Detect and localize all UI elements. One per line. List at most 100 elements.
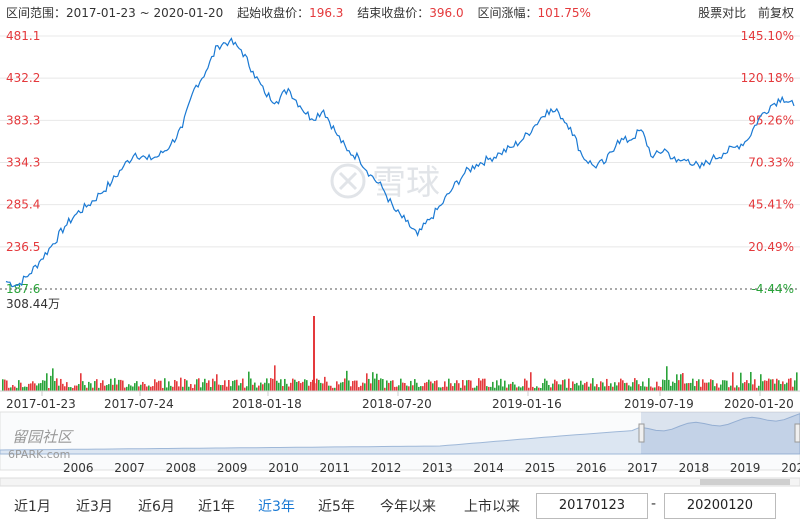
volume-bar: [272, 378, 274, 391]
volume-bar: [678, 380, 680, 391]
volume-bar: [174, 379, 176, 391]
volume-bar: [562, 380, 564, 391]
volume-bar: [280, 379, 282, 391]
volume-bar: [76, 385, 78, 391]
volume-bar: [492, 381, 494, 391]
volume-bar: [238, 385, 240, 391]
volume-bar: [382, 379, 384, 391]
volume-bar: [404, 382, 406, 391]
period-5y[interactable]: 近5年: [318, 499, 355, 515]
volume-bar: [464, 385, 466, 391]
period-3y[interactable]: 近3年: [258, 499, 295, 515]
volume-bar: [638, 384, 640, 391]
percent-tick-label: 45.41%: [748, 198, 794, 212]
volume-bar: [140, 384, 142, 391]
end-date-input[interactable]: 20200120: [664, 493, 776, 519]
navigator[interactable]: 2006 2007 2008 2009 2010 2011 2012 2013 2014 2015…: [0, 411, 800, 487]
date-tick-label: 2018-07-20: [362, 397, 432, 411]
volume-bar-spike: [313, 316, 315, 391]
volume-bar: [28, 383, 30, 391]
navigator-year-label: 2018: [679, 461, 710, 475]
volume-bar: [376, 373, 378, 391]
volume-bar: [108, 384, 110, 391]
period-ytd[interactable]: 今年以来: [380, 499, 436, 515]
adjust-button[interactable]: 前复权: [757, 6, 794, 20]
volume-bar: [78, 384, 80, 391]
volume-bar: [38, 383, 40, 391]
volume-bar: [510, 383, 512, 391]
volume-bar: [536, 386, 538, 391]
date-tick-label: 2019-01-16: [492, 397, 562, 411]
start-price-value: 196.3: [309, 6, 344, 20]
volume-bar: [644, 386, 646, 391]
volume-bar: [210, 387, 212, 391]
navigator-right-handle[interactable]: [794, 423, 800, 443]
volume-bar: [90, 383, 92, 391]
volume-bar: [422, 386, 424, 391]
volume-bar: [200, 387, 202, 391]
navigator-selection[interactable]: [641, 412, 800, 454]
volume-bar: [754, 379, 756, 391]
volume-bar: [16, 387, 18, 391]
volume-bar: [650, 386, 652, 391]
period-1m[interactable]: 近1月: [14, 499, 51, 515]
navigator-scrollbar-thumb[interactable]: [700, 479, 790, 485]
volume-bar: [42, 380, 44, 391]
period-1y[interactable]: 近1年: [198, 499, 235, 515]
volume-bar: [420, 386, 422, 391]
volume-bar: [88, 381, 90, 391]
volume-bar: [610, 383, 612, 391]
volume-bar: [632, 382, 634, 391]
end-price-label: 结束收盘价：: [357, 6, 430, 20]
volume-bar: [402, 382, 404, 391]
navigator-year-label: 2009: [217, 461, 248, 475]
volume-bar: [642, 381, 644, 391]
volume-bar: [82, 381, 84, 391]
range-info: 区间范围：2017-01-23 ~ 2020-01-20 起始收盘价：196.3…: [6, 0, 591, 26]
volume-bar: [120, 379, 122, 391]
volume-bar: [366, 373, 368, 391]
volume-bar: [80, 373, 82, 391]
period-6m[interactable]: 近6月: [138, 499, 175, 515]
percent-axis: 145.10%120.18%95.26%70.33%45.41%20.49%-4…: [741, 29, 794, 296]
volume-bar: [672, 381, 674, 391]
volume-bar: [724, 380, 726, 391]
volume-bar: [14, 386, 16, 391]
volume-bar: [236, 379, 238, 391]
volume-bar: [54, 380, 56, 391]
volume-bar: [352, 381, 354, 391]
volume-bar: [118, 379, 120, 391]
volume-bar: [340, 382, 342, 391]
volume-bar: [758, 385, 760, 391]
volume-bar: [456, 380, 458, 391]
volume-bar: [276, 380, 278, 391]
volume-bar: [760, 374, 762, 391]
volume-bar: [216, 374, 218, 391]
volume-bar: [504, 380, 506, 391]
volume-bar: [756, 387, 758, 391]
volume-bar: [676, 374, 678, 391]
volume-bar: [494, 387, 496, 391]
period-3m[interactable]: 近3月: [76, 499, 113, 515]
navigator-year-label: 2007: [114, 461, 145, 475]
volume-bar: [778, 380, 780, 391]
volume-bar: [258, 385, 260, 391]
start-price-label: 起始收盘价：: [237, 6, 310, 20]
volume-bar: [338, 384, 340, 391]
volume-bar: [686, 383, 688, 391]
volume-bar: [470, 380, 472, 391]
navigator-left-handle[interactable]: [638, 423, 645, 443]
volume-bar: [226, 386, 228, 391]
volume-bar: [634, 378, 636, 391]
volume-bar: [22, 387, 24, 391]
start-date-input[interactable]: 20170123: [536, 493, 648, 519]
volume-bar: [468, 379, 470, 391]
volume-bar: [368, 378, 370, 391]
volume-bar: [444, 381, 446, 391]
volume-bar: [784, 384, 786, 391]
volume-bar: [704, 382, 706, 391]
compare-button[interactable]: 股票对比: [698, 6, 747, 20]
navigator-scrollbar[interactable]: [0, 477, 800, 487]
period-since-ipo[interactable]: 上市以来: [464, 499, 520, 515]
